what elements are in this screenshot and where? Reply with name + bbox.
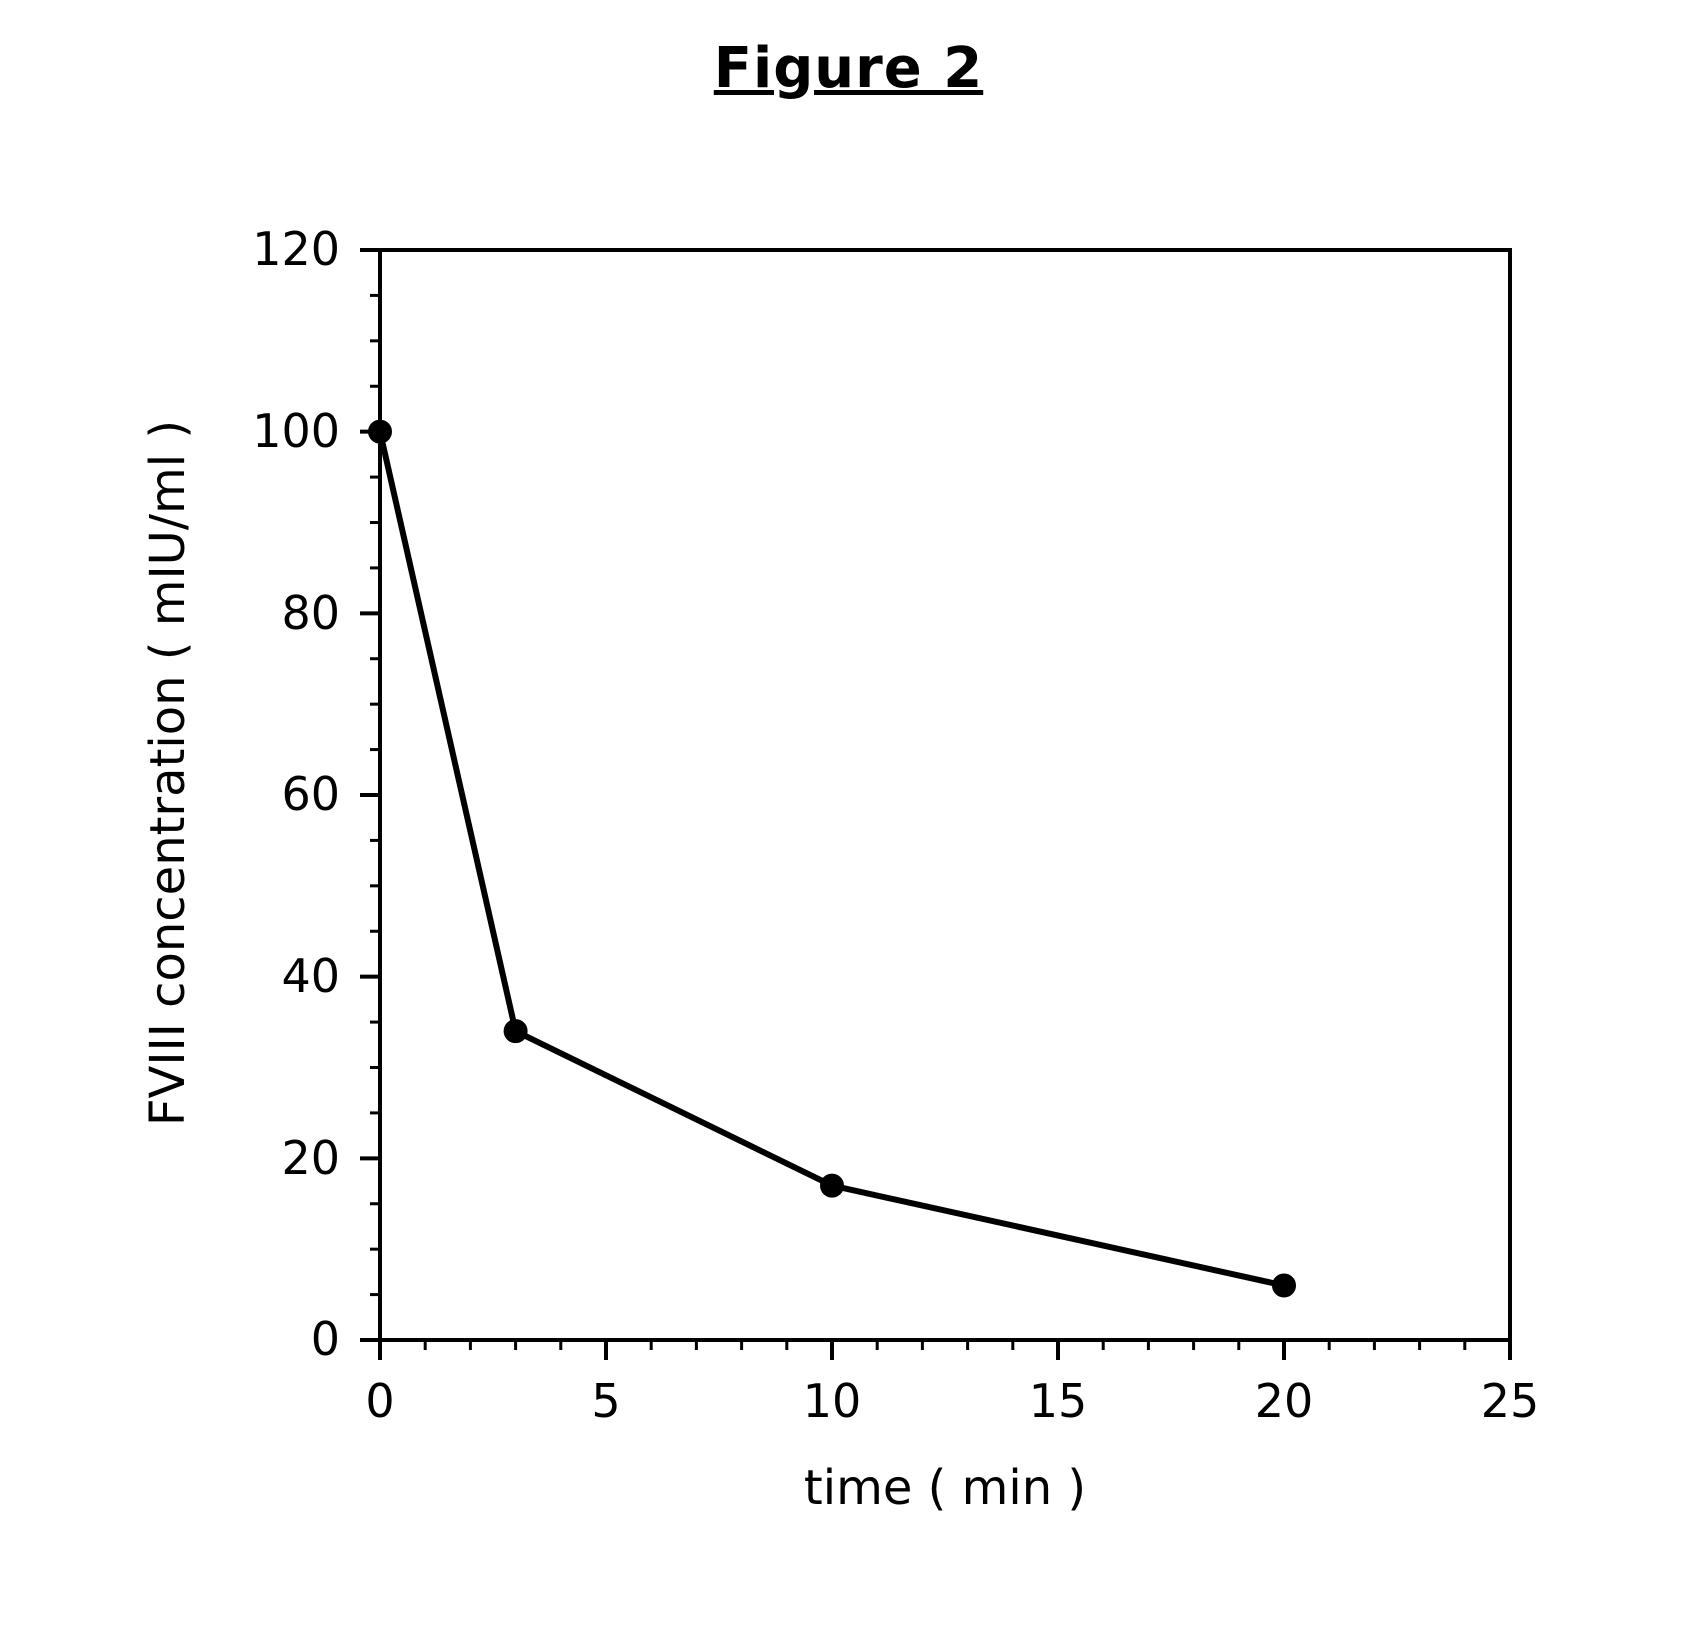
y-tick-label: 100 xyxy=(230,404,340,458)
data-point xyxy=(505,1020,527,1042)
y-tick-label: 120 xyxy=(230,222,340,276)
y-axis-label: FVIII concentration ( mIU/ml ) xyxy=(140,228,196,1318)
y-tick-label: 20 xyxy=(230,1131,340,1185)
x-tick-label: 15 xyxy=(998,1374,1118,1428)
x-tick-label: 0 xyxy=(320,1374,440,1428)
line-chart-svg xyxy=(320,190,1570,1400)
y-tick-label: 40 xyxy=(230,949,340,1003)
x-tick-label: 20 xyxy=(1224,1374,1344,1428)
data-point xyxy=(821,1175,843,1197)
data-point xyxy=(369,421,391,443)
y-tick-label: 80 xyxy=(230,586,340,640)
x-tick-label: 5 xyxy=(546,1374,666,1428)
y-tick-label: 60 xyxy=(230,767,340,821)
data-point xyxy=(1273,1275,1295,1297)
page-root: Figure 2 0 20 40 60 80 100 120 0 5 10 15 20 25 FVII… xyxy=(0,0,1697,1635)
chart-container xyxy=(320,190,1570,1404)
x-tick-label: 25 xyxy=(1450,1374,1570,1428)
x-tick-label: 10 xyxy=(772,1374,892,1428)
y-tick-label: 0 xyxy=(230,1312,340,1366)
x-axis-label: time ( min ) xyxy=(380,1460,1510,1516)
figure-title: Figure 2 xyxy=(0,36,1697,101)
